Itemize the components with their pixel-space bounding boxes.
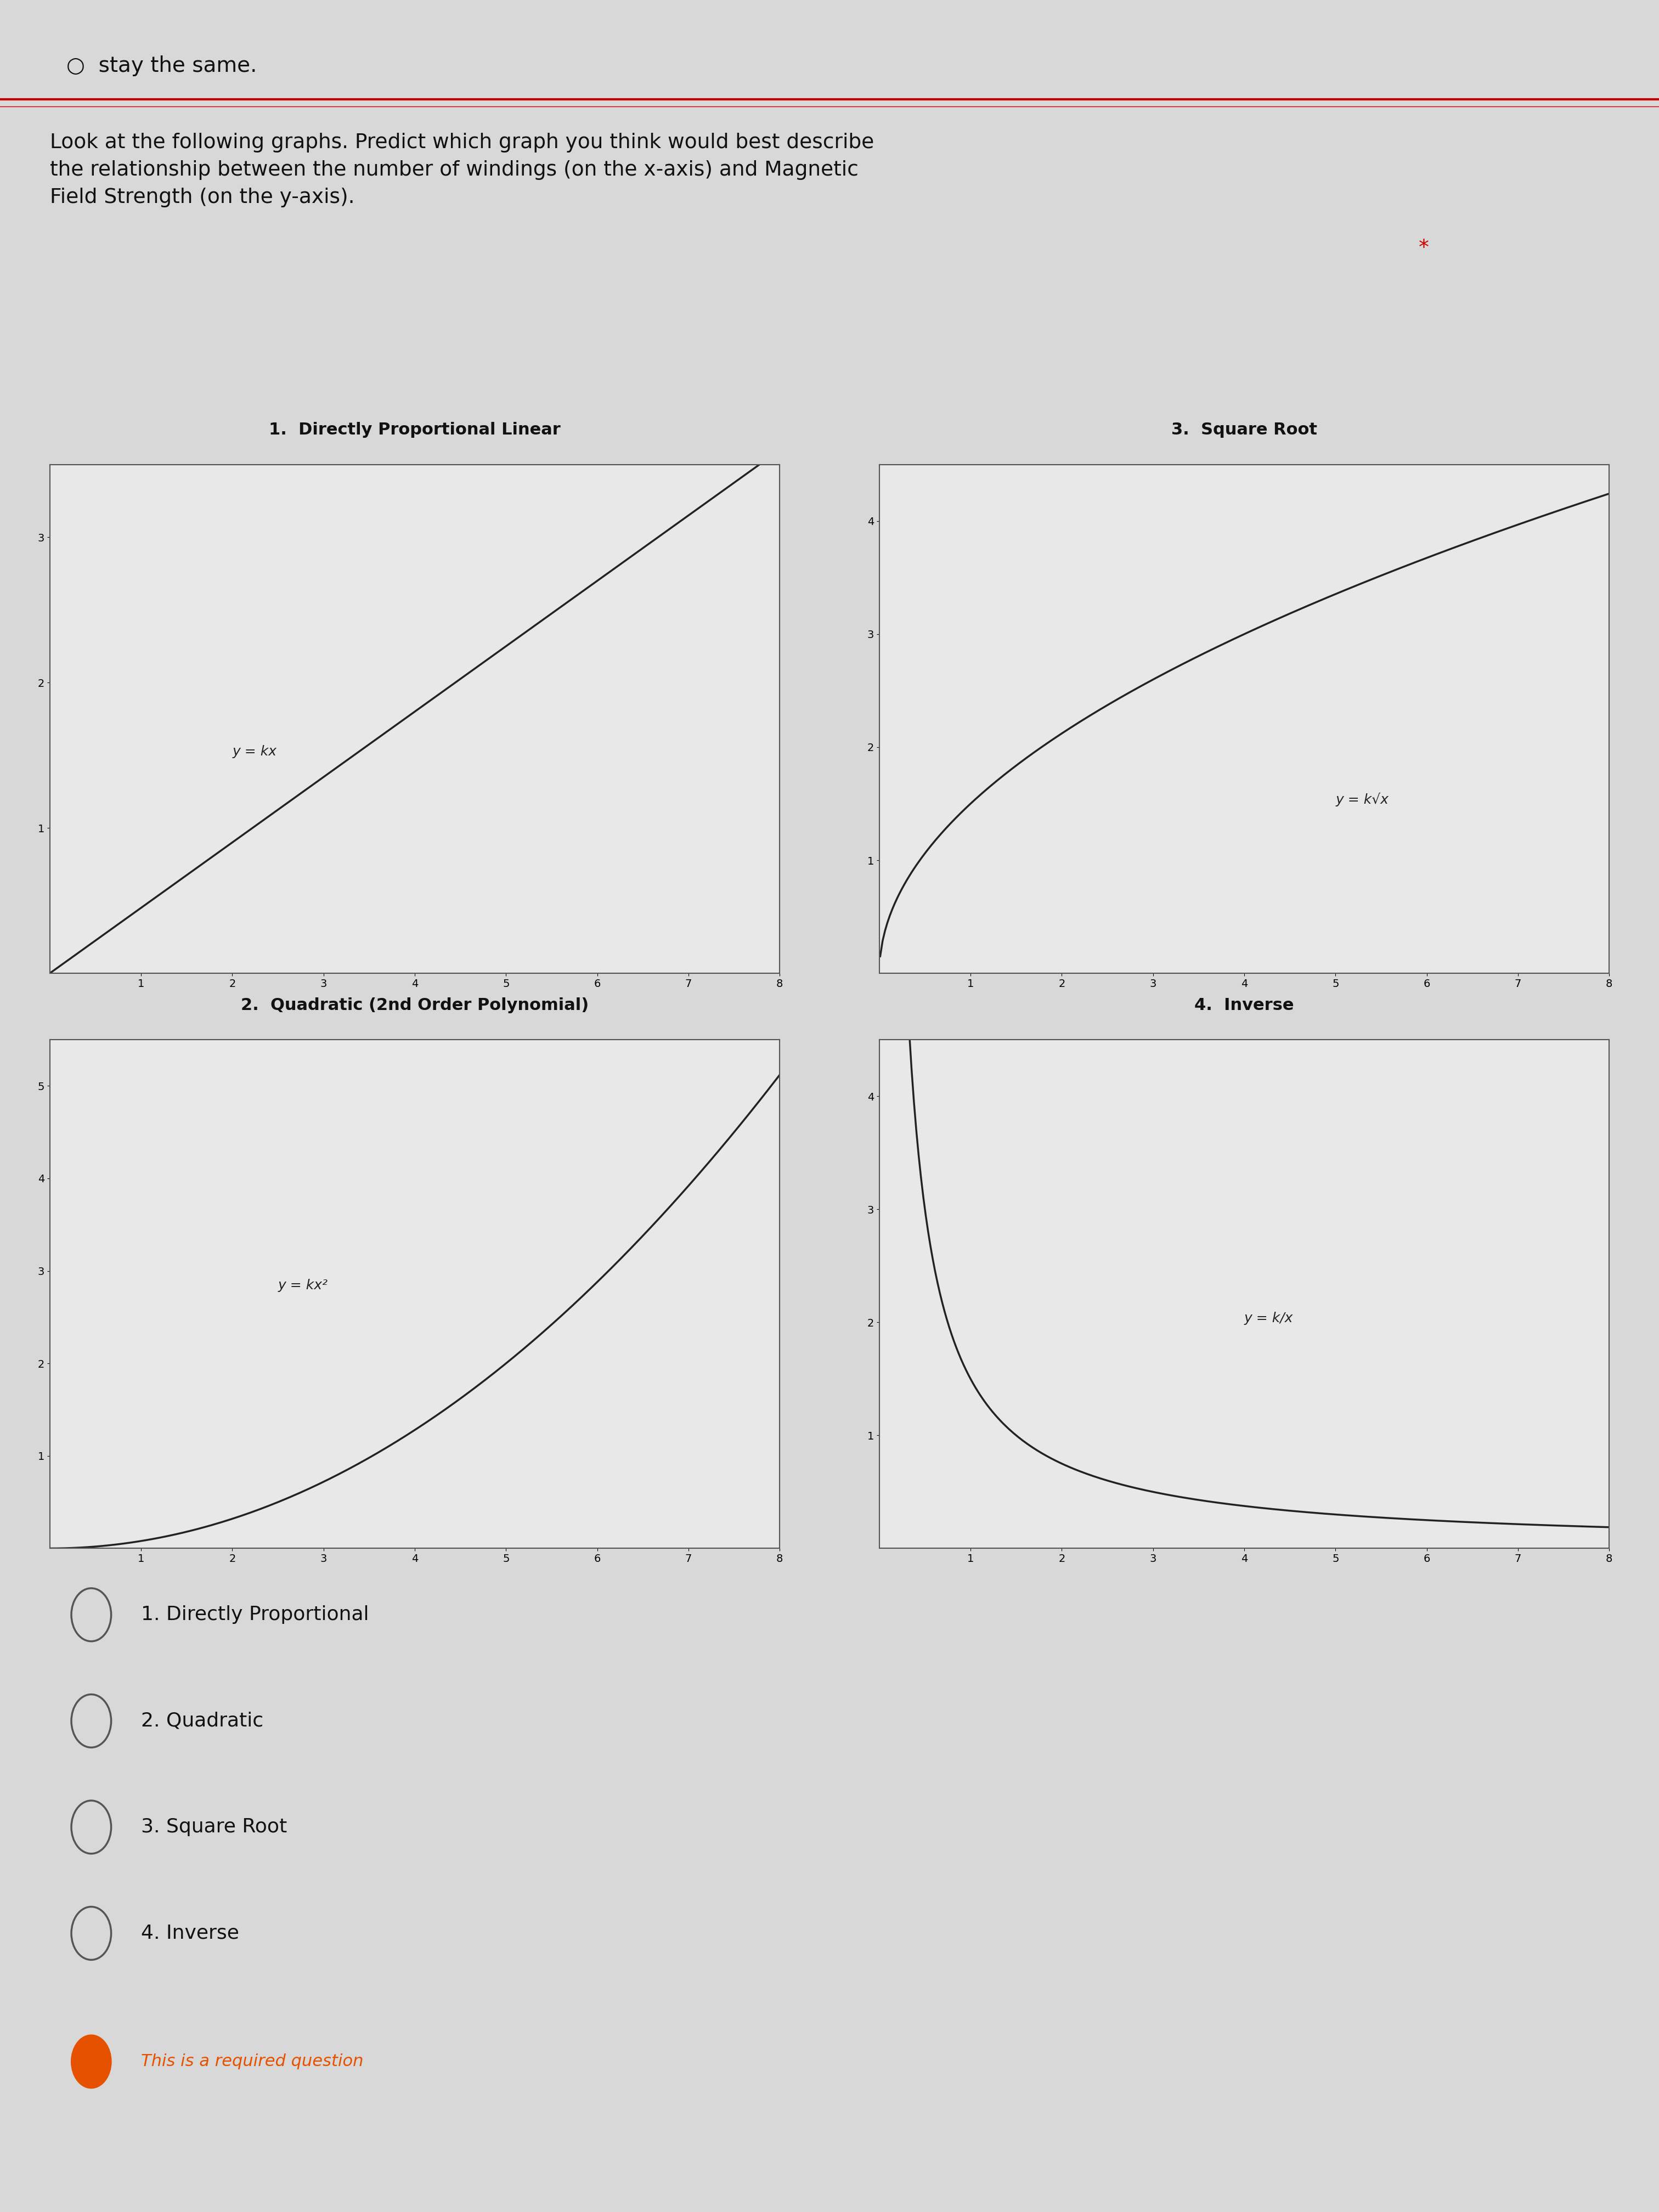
Text: ○  stay the same.: ○ stay the same.: [66, 55, 257, 75]
Text: This is a required question: This is a required question: [141, 2053, 363, 2070]
Text: y = kx²: y = kx²: [277, 1279, 328, 1292]
Text: 1.  Directly Proportional Linear: 1. Directly Proportional Linear: [269, 422, 561, 438]
Text: 1. Directly Proportional: 1. Directly Proportional: [141, 1606, 368, 1624]
Text: y = k√x: y = k√x: [1335, 792, 1389, 807]
Text: *: *: [1418, 239, 1428, 259]
Text: Look at the following graphs. Predict which graph you think would best describe
: Look at the following graphs. Predict wh…: [50, 133, 874, 208]
Text: 3.  Square Root: 3. Square Root: [1171, 422, 1317, 438]
Text: 2.  Quadratic (2nd Order Polynomial): 2. Quadratic (2nd Order Polynomial): [241, 998, 589, 1013]
Text: y = kx: y = kx: [232, 745, 277, 759]
Text: y = k/x: y = k/x: [1244, 1312, 1294, 1325]
Circle shape: [71, 2035, 111, 2088]
Text: 2. Quadratic: 2. Quadratic: [141, 1712, 264, 1730]
Text: 3. Square Root: 3. Square Root: [141, 1818, 287, 1836]
Text: 4.  Inverse: 4. Inverse: [1194, 998, 1294, 1013]
Text: 4. Inverse: 4. Inverse: [141, 1924, 239, 1942]
Text: !: !: [88, 2057, 95, 2066]
